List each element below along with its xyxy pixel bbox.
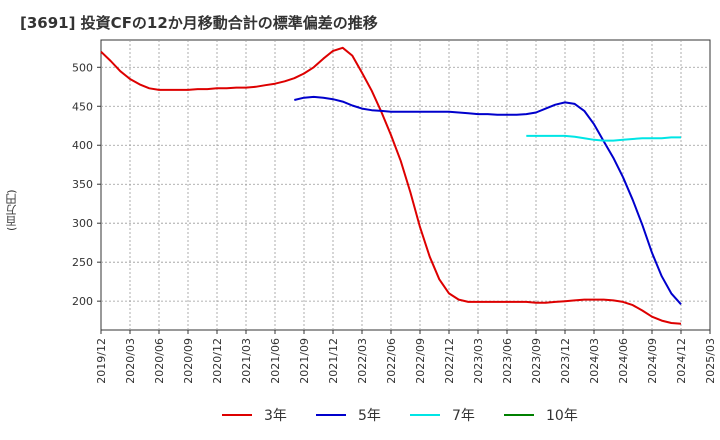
x-tick-label: 2024/12: [675, 338, 688, 384]
y-tick-label: 500: [72, 61, 93, 74]
y-tick-label: 250: [72, 256, 93, 269]
series-line-5年: [294, 95, 682, 305]
x-tick-label: 2023/03: [472, 338, 485, 384]
legend-swatch: [504, 414, 534, 416]
plot-frame: [100, 39, 711, 331]
legend-swatch: [410, 414, 440, 416]
x-tick-label: 2024/06: [617, 338, 630, 384]
x-tick-label: 2024/03: [588, 338, 601, 384]
legend-swatch: [222, 414, 252, 416]
legend: 3年 5年 7年 10年: [0, 404, 720, 426]
x-tick-label: 2022/06: [385, 338, 398, 384]
chart-title: [3691] 投資CFの12か月移動合計の標準偏差の推移: [20, 14, 378, 32]
y-tick-label: 450: [72, 100, 93, 113]
x-tick-label: 2021/09: [298, 338, 311, 384]
x-tick-label: 2021/12: [327, 338, 340, 384]
x-tick-label: 2022/09: [414, 338, 427, 384]
x-tick-label: 2020/06: [153, 338, 166, 384]
legend-label: 7年: [452, 408, 475, 424]
y-tick-label: 300: [72, 217, 93, 230]
x-tick-label: 2021/06: [269, 338, 282, 384]
x-tick-label: 2020/03: [124, 338, 137, 384]
x-tick-label: 2023/06: [501, 338, 514, 384]
x-tick-label: 2023/09: [530, 338, 543, 384]
y-tick-label: 350: [72, 178, 93, 191]
legend-swatch: [316, 414, 346, 416]
legend-item-3年: 3年: [222, 404, 287, 426]
x-tick-label: 2025/03: [704, 338, 717, 384]
series-line-3年: [100, 46, 682, 325]
legend-label: 3年: [264, 408, 287, 424]
legend-item-10年: 10年: [504, 404, 578, 426]
x-tick-label: 2022/03: [356, 338, 369, 384]
legend-item-5年: 5年: [316, 404, 381, 426]
x-tick-label: 2024/09: [646, 338, 659, 384]
x-tick-label: 2020/12: [211, 338, 224, 384]
y-tick-label: 200: [72, 295, 93, 308]
series-line-7年: [526, 134, 681, 142]
x-tick-label: 2021/03: [240, 338, 253, 384]
x-tick-label: 2022/12: [443, 338, 456, 384]
legend-label: 5年: [358, 408, 381, 424]
x-tick-label: 2019/12: [95, 338, 108, 384]
x-tick-label: 2020/09: [182, 338, 195, 384]
legend-item-7年: 7年: [410, 404, 475, 426]
y-tick-label: 400: [72, 139, 93, 152]
legend-label: 10年: [546, 408, 578, 424]
x-tick-label: 2023/12: [559, 338, 572, 384]
